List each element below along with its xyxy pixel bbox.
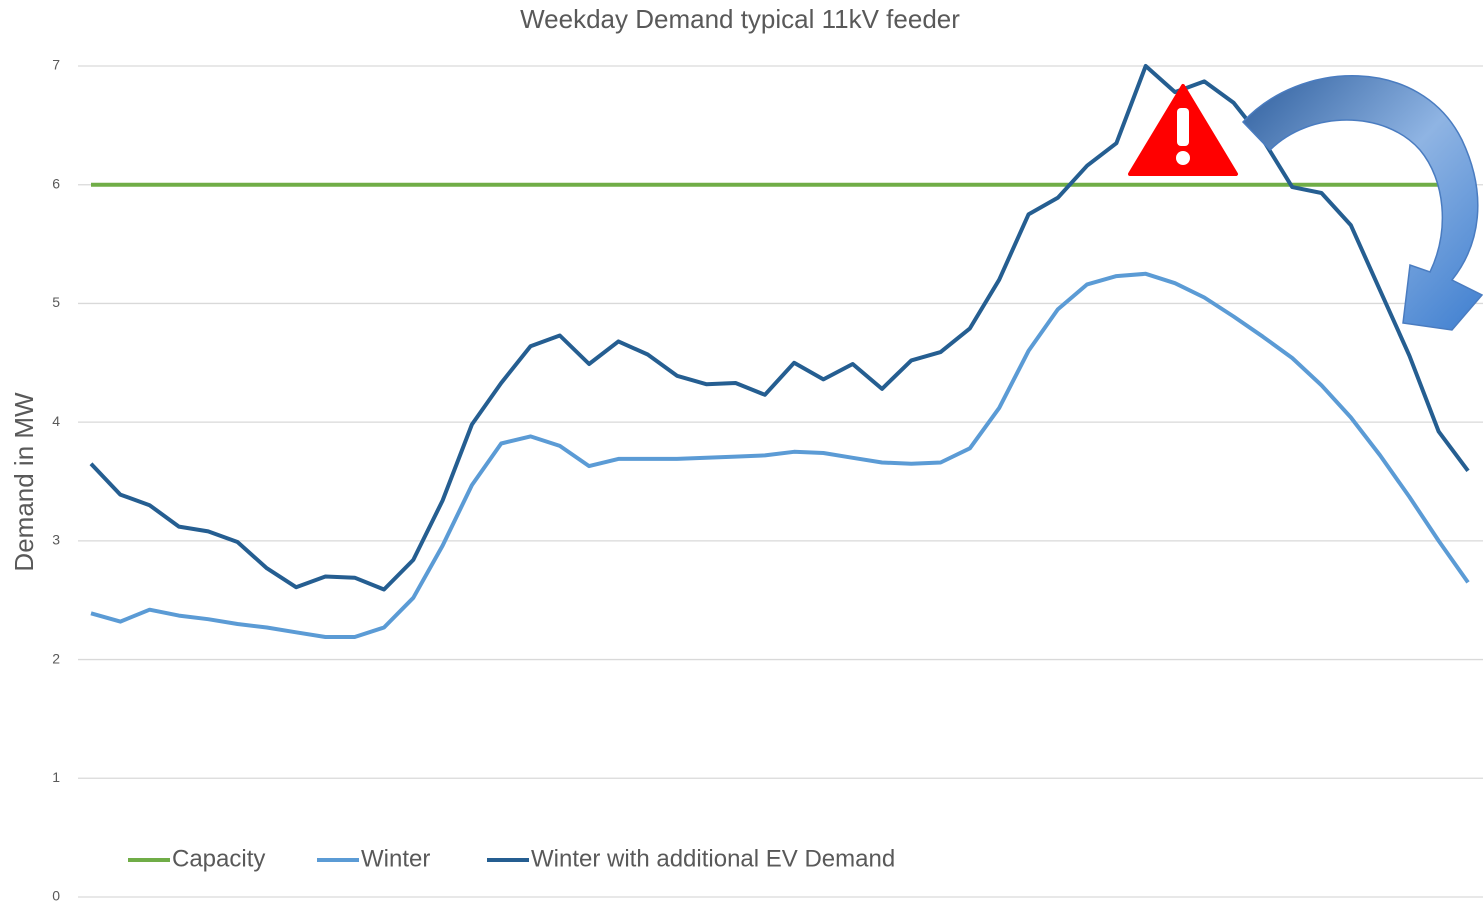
legend-label: Capacity [172, 845, 265, 872]
y-tick-label: 6 [52, 175, 60, 191]
warning-icon [1128, 84, 1238, 176]
legend: Capacity Winter Winter with additional EV … [128, 845, 895, 872]
y-tick-label: 7 [52, 57, 60, 73]
y-tick-label: 3 [52, 532, 60, 548]
y-tick-label: 5 [52, 294, 60, 310]
y-tick-label: 2 [52, 650, 60, 666]
legend-label: Winter with additional EV Demand [531, 845, 895, 872]
series-line [89, 64, 1470, 592]
y-axis-label: Demand in MW [9, 392, 39, 572]
chart-title: Weekday Demand typical 11kV feeder [520, 4, 960, 34]
series-line [90, 271, 1470, 639]
y-tick-label: 0 [52, 888, 60, 904]
plot [89, 64, 1470, 639]
arrow [1241, 75, 1483, 331]
y-tick-label: 1 [52, 769, 60, 785]
legend-label: Winter [361, 845, 430, 872]
y-tick-label: 4 [52, 413, 60, 429]
